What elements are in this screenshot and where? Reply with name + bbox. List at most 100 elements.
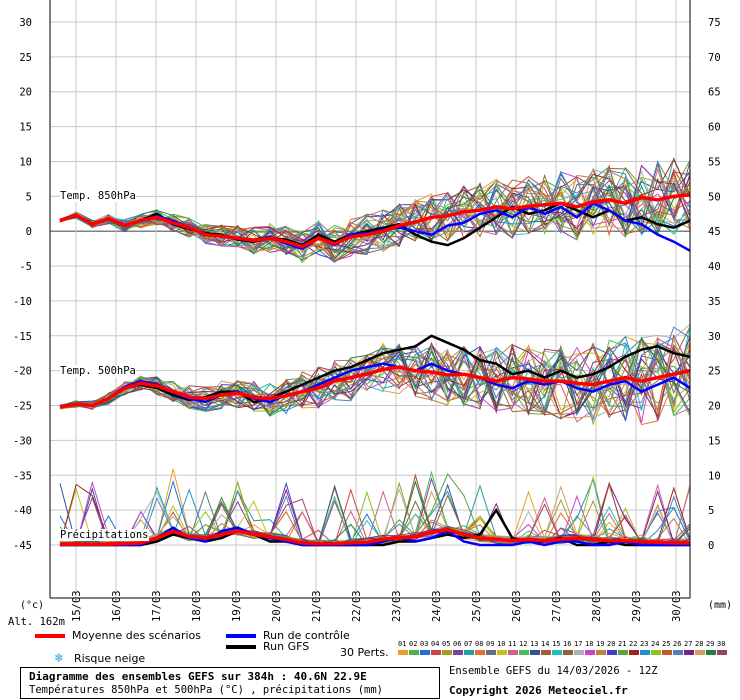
pert-legend-swatch bbox=[684, 650, 694, 655]
t850-mean-line bbox=[59, 193, 691, 249]
pert-legend-swatch bbox=[464, 650, 474, 655]
mean-legend-swatch bbox=[35, 634, 65, 638]
pert-legend-swatch bbox=[508, 650, 518, 655]
t500-section-label: Temp. 500hPa bbox=[60, 365, 136, 377]
snowflake-icon: ❄ bbox=[54, 651, 65, 665]
left-tick-label: 30 bbox=[19, 17, 32, 29]
right-tick-label: 25 bbox=[708, 366, 721, 378]
pert-legend-swatch bbox=[420, 650, 430, 655]
pert-legend-swatch bbox=[662, 650, 672, 655]
pert-legend-number: 24 bbox=[651, 640, 660, 648]
pert-legend-swatch bbox=[618, 650, 628, 655]
precip-gfs-line bbox=[60, 507, 690, 547]
left-tick-label: 20 bbox=[19, 87, 32, 99]
copyright: Copyright 2026 Meteociel.fr bbox=[449, 684, 628, 697]
right-tick-label: 35 bbox=[708, 296, 721, 308]
control-legend-swatch bbox=[226, 634, 256, 638]
right-tick-label: 20 bbox=[708, 401, 721, 413]
pert-legend-swatch bbox=[475, 650, 485, 655]
altitude-label: Alt. 162m bbox=[8, 616, 65, 628]
t500-mean-line bbox=[59, 365, 691, 409]
date-tick-label: 17/03 bbox=[151, 590, 163, 622]
pert-legend-swatch bbox=[541, 650, 551, 655]
perts-label: 30 Perts. bbox=[340, 646, 389, 659]
main-series-lines bbox=[59, 193, 691, 547]
pert-legend-number: 04 bbox=[431, 640, 440, 648]
pert-legend-number: 28 bbox=[695, 640, 704, 648]
pert-legend-number: 16 bbox=[563, 640, 572, 648]
pert-legend-swatch bbox=[453, 650, 463, 655]
pert-legend-number: 10 bbox=[497, 640, 506, 648]
pert-legend-swatch bbox=[530, 650, 540, 655]
date-tick-label: 27/03 bbox=[551, 590, 563, 622]
date-tick-label: 29/03 bbox=[631, 590, 643, 622]
right-tick-label: 5 bbox=[708, 505, 714, 517]
right-tick-label: 30 bbox=[708, 331, 721, 343]
date-tick-label: 20/03 bbox=[271, 590, 283, 622]
pert-legend-swatch bbox=[519, 650, 529, 655]
pert-legend-number: 13 bbox=[530, 640, 539, 648]
t850-pert-line bbox=[59, 164, 691, 249]
pert-legend-number: 11 bbox=[508, 640, 517, 648]
left-tick-label: -35 bbox=[13, 470, 32, 482]
pert-legend-number: 01 bbox=[398, 640, 407, 648]
pert-legend-swatch bbox=[629, 650, 639, 655]
precip-section-label: Précipitations bbox=[60, 529, 149, 541]
pert-legend-swatch bbox=[497, 650, 507, 655]
pert-legend-swatch bbox=[585, 650, 595, 655]
t850-pert-line bbox=[59, 184, 691, 252]
pert-legend-swatch bbox=[409, 650, 419, 655]
right-tick-label: 15 bbox=[708, 435, 721, 447]
pert-legend-number: 03 bbox=[420, 640, 429, 648]
right-tick-label: 55 bbox=[708, 156, 721, 168]
pert-legend-number: 18 bbox=[585, 640, 594, 648]
left-tick-label: 0 bbox=[26, 226, 32, 238]
right-tick-label: 65 bbox=[708, 87, 721, 99]
pert-legend-swatch bbox=[651, 650, 661, 655]
pert-legend-swatch bbox=[640, 650, 650, 655]
date-tick-label: 23/03 bbox=[391, 590, 403, 622]
title-box: Diagramme des ensembles GEFS sur 384h : … bbox=[20, 667, 440, 699]
date-tick-label: 30/03 bbox=[671, 590, 683, 622]
left-tick-label: -20 bbox=[13, 366, 32, 378]
right-tick-label: 0 bbox=[708, 540, 714, 552]
pert-legend-number: 06 bbox=[453, 640, 462, 648]
t500-gfs-line bbox=[59, 334, 691, 409]
left-tick-label: -5 bbox=[19, 261, 32, 273]
pert-legend-swatch bbox=[717, 650, 727, 655]
date-tick-label: 15/03 bbox=[71, 590, 83, 622]
right-tick-label: 60 bbox=[708, 122, 721, 134]
date-tick-label: 24/03 bbox=[431, 590, 443, 622]
pert-legend-swatch bbox=[431, 650, 441, 655]
date-tick-label: 28/03 bbox=[591, 590, 603, 622]
pert-legend-swatch bbox=[442, 650, 452, 655]
date-tick-label: 26/03 bbox=[511, 590, 523, 622]
t850-pert-line bbox=[59, 170, 691, 263]
right-axis-unit: (mm) bbox=[708, 600, 733, 611]
pert-legend-number: 09 bbox=[486, 640, 495, 648]
pert-legend-number: 27 bbox=[684, 640, 693, 648]
pert-legend-swatch bbox=[706, 650, 716, 655]
date-tick-label: 16/03 bbox=[111, 590, 123, 622]
left-tick-label: 25 bbox=[19, 52, 32, 64]
pert-legend-number: 08 bbox=[475, 640, 484, 648]
right-tick-label: 70 bbox=[708, 52, 721, 64]
date-tick-label: 22/03 bbox=[351, 590, 363, 622]
grid bbox=[50, 0, 690, 598]
chart-subtitle: Températures 850hPa et 500hPa (°C) , pré… bbox=[29, 684, 384, 696]
precip-mean-line bbox=[60, 527, 690, 547]
pert-legend-number: 20 bbox=[607, 640, 616, 648]
left-tick-label: -10 bbox=[13, 296, 32, 308]
control-legend-label: Run de contrôle bbox=[263, 629, 350, 642]
chart-title: Diagramme des ensembles GEFS sur 384h : … bbox=[29, 670, 367, 683]
right-tick-label: 50 bbox=[708, 191, 721, 203]
date-tick-label: 21/03 bbox=[311, 590, 323, 622]
pert-legend-number: 14 bbox=[541, 640, 550, 648]
pert-legend-swatch bbox=[563, 650, 573, 655]
left-tick-label: -40 bbox=[13, 505, 32, 517]
pert-legend-number: 22 bbox=[629, 640, 638, 648]
mean-legend-label: Moyenne des scénarios bbox=[72, 629, 201, 642]
pert-legend-swatch bbox=[486, 650, 496, 655]
